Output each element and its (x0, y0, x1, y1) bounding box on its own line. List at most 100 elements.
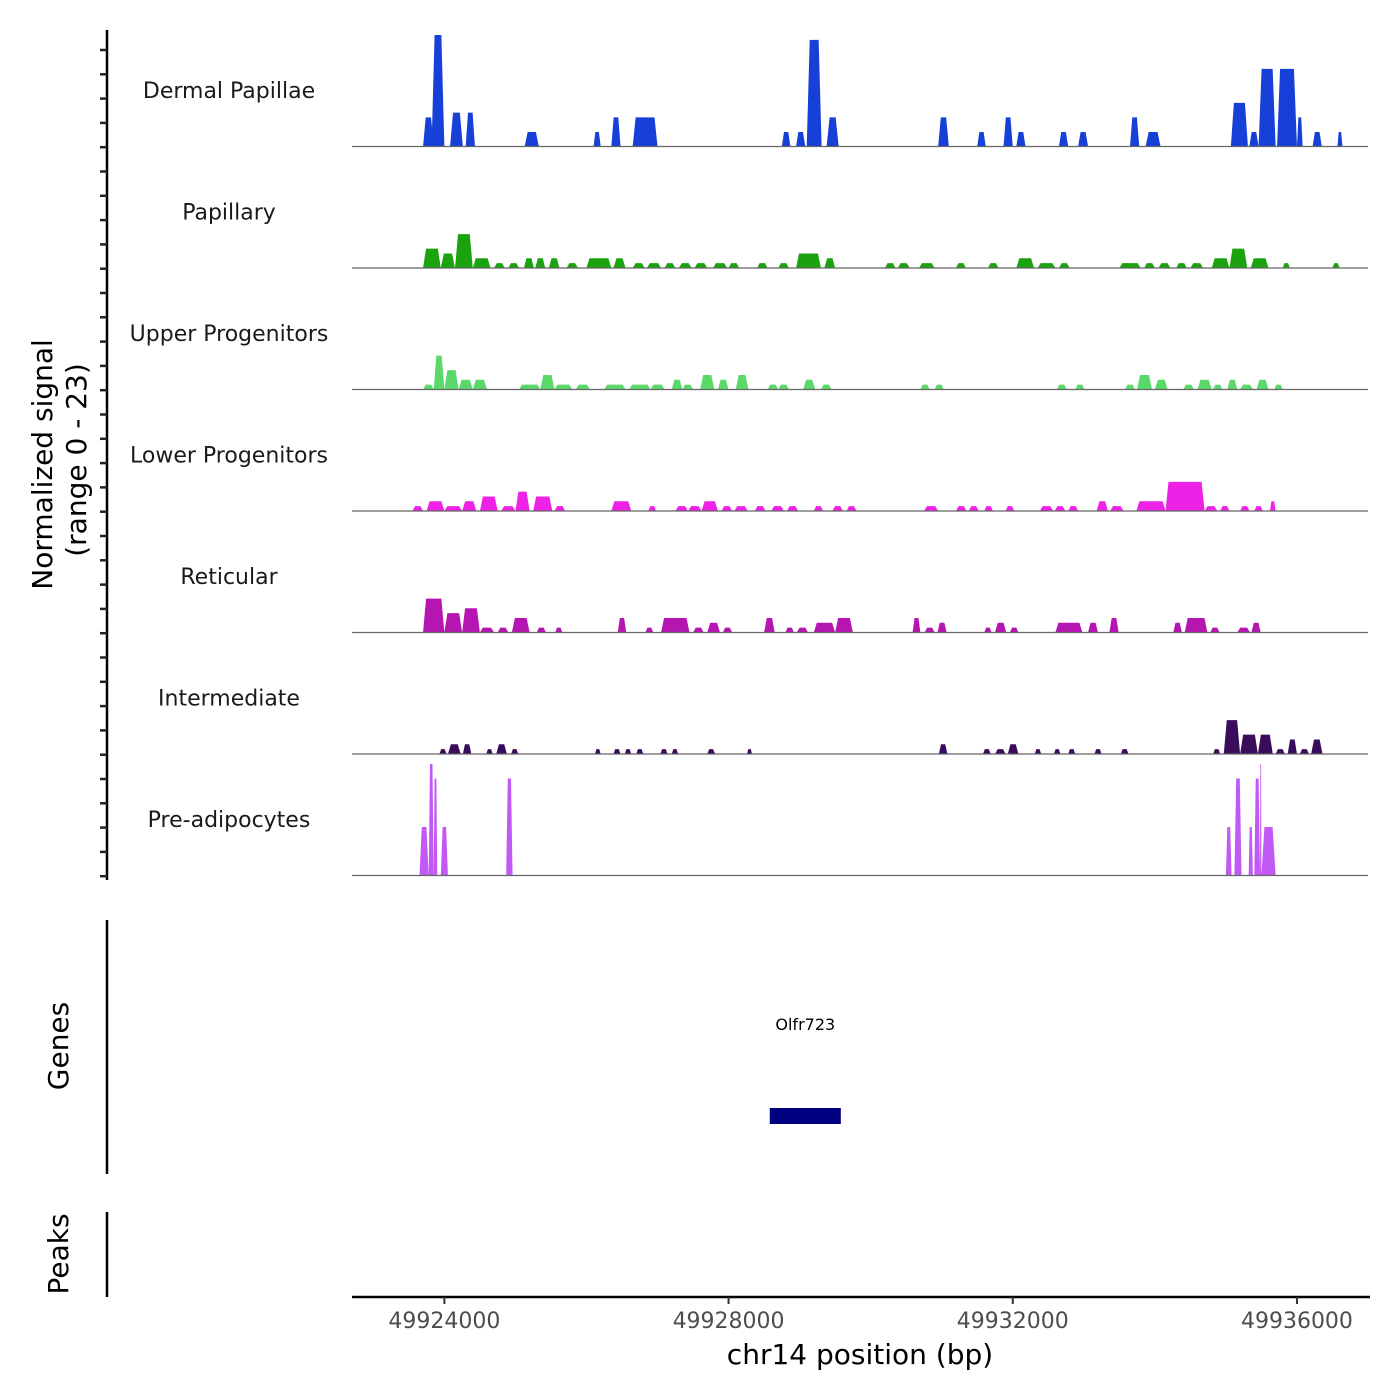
coverage-area (440, 253, 456, 268)
coverage-area (1237, 627, 1251, 633)
genes-track: Olfr723 (769, 1015, 841, 1124)
coverage-area (735, 374, 749, 390)
coverage-area (813, 506, 824, 511)
coverage-area (611, 117, 621, 147)
coverage-area (1144, 263, 1155, 268)
coverage-area (648, 506, 657, 511)
coverage-area (444, 370, 459, 390)
coverage-area (671, 379, 683, 390)
coverage-area (426, 501, 445, 511)
coverage-area (938, 744, 948, 754)
coverage-area (501, 506, 516, 511)
coverage-area (554, 506, 566, 511)
x-tick-label: 49936000 (1241, 1309, 1353, 1334)
coverage-area (511, 617, 530, 633)
coverage-area (955, 263, 966, 268)
coverage-area (632, 117, 658, 147)
coverage-area (781, 131, 791, 147)
coverage-area (937, 622, 947, 633)
coverage-area (613, 258, 626, 268)
coverage-area (934, 384, 944, 390)
track-papillary: Papillary (182, 201, 1368, 269)
coverage-area (472, 258, 491, 268)
coverage-area (1078, 131, 1089, 147)
coverage-area (586, 258, 612, 268)
coverage-area (1145, 131, 1161, 147)
coverage-area (444, 613, 463, 633)
coverage-area (440, 827, 448, 876)
coverage-area (1137, 374, 1153, 390)
coverage-area (664, 263, 676, 268)
coverage-area (1129, 117, 1140, 147)
coverage-area (1125, 384, 1135, 390)
coverage-area (1258, 68, 1276, 147)
coverage-area (412, 506, 424, 511)
coverage-area (1227, 379, 1238, 390)
coverage-area (632, 263, 645, 268)
coverage-area (1120, 749, 1129, 754)
coverage-area (813, 622, 836, 633)
coverage-area (594, 749, 601, 754)
coverage-area (1190, 263, 1204, 268)
coverage-area (1250, 258, 1269, 268)
coverage-area (472, 379, 487, 390)
coverage-area (497, 627, 509, 633)
coverage-area (1254, 506, 1263, 511)
coverage-area (1184, 617, 1208, 633)
coverage-area (1249, 131, 1259, 147)
coverage-area (786, 506, 799, 511)
coverage-area (423, 384, 434, 390)
coverage-area (1254, 778, 1261, 876)
track-pre-adipocytes: Pre-adipocytes (148, 764, 1368, 877)
coverage-area (566, 263, 578, 268)
coverage-area (1275, 749, 1285, 754)
coverage-area (450, 112, 463, 147)
coverage-area (515, 491, 530, 511)
coverage-area (987, 263, 999, 268)
coverage-area (1277, 68, 1297, 147)
coverage-area (778, 263, 789, 268)
coverage-area (506, 778, 513, 876)
coverage-area (1154, 379, 1168, 390)
track-label: Dermal Papillae (143, 79, 315, 104)
coverage-area (540, 374, 555, 390)
coverage-area (1225, 827, 1232, 876)
coverage-area (1009, 627, 1019, 633)
coverage-area (462, 608, 480, 633)
coverage-area (756, 263, 768, 268)
coverage-area (767, 384, 779, 390)
track-upper-progenitors: Upper Progenitors (130, 322, 1368, 391)
coverage-area (846, 506, 857, 511)
coverage-area (754, 506, 766, 511)
coverage-area (984, 506, 993, 511)
coverage-area (1016, 258, 1035, 268)
coverage-area (678, 263, 692, 268)
coverage-area (629, 384, 651, 390)
coverage-area (707, 749, 716, 754)
coverage-area (494, 263, 505, 268)
peaks-track-label: Peaks (42, 1213, 75, 1294)
gene-body (769, 1108, 841, 1124)
coverage-area (1005, 506, 1015, 511)
coverage-area (682, 384, 694, 390)
coverage-area (646, 263, 662, 268)
coverage-area (433, 355, 445, 390)
coverage-area (617, 617, 627, 633)
coverage-area (1296, 117, 1303, 147)
coverage-area (806, 39, 822, 147)
coverage-area (832, 506, 843, 511)
coverage-area (693, 627, 704, 633)
coverage-area (1229, 248, 1248, 268)
coverage-area (1176, 263, 1187, 268)
coverage-area (712, 263, 728, 268)
coverage-area (650, 384, 665, 390)
x-axis-ticks: 49924000 49928000 49932000 49936000 (388, 1297, 1353, 1334)
coverage-area (721, 506, 733, 511)
coverage-area (1240, 506, 1250, 511)
x-axis-title: chr14 position (bp) (727, 1338, 993, 1371)
coverage-area (533, 496, 553, 511)
coverage-area (1053, 749, 1061, 754)
coverage-area (439, 749, 447, 754)
coverage-area (1039, 506, 1054, 511)
